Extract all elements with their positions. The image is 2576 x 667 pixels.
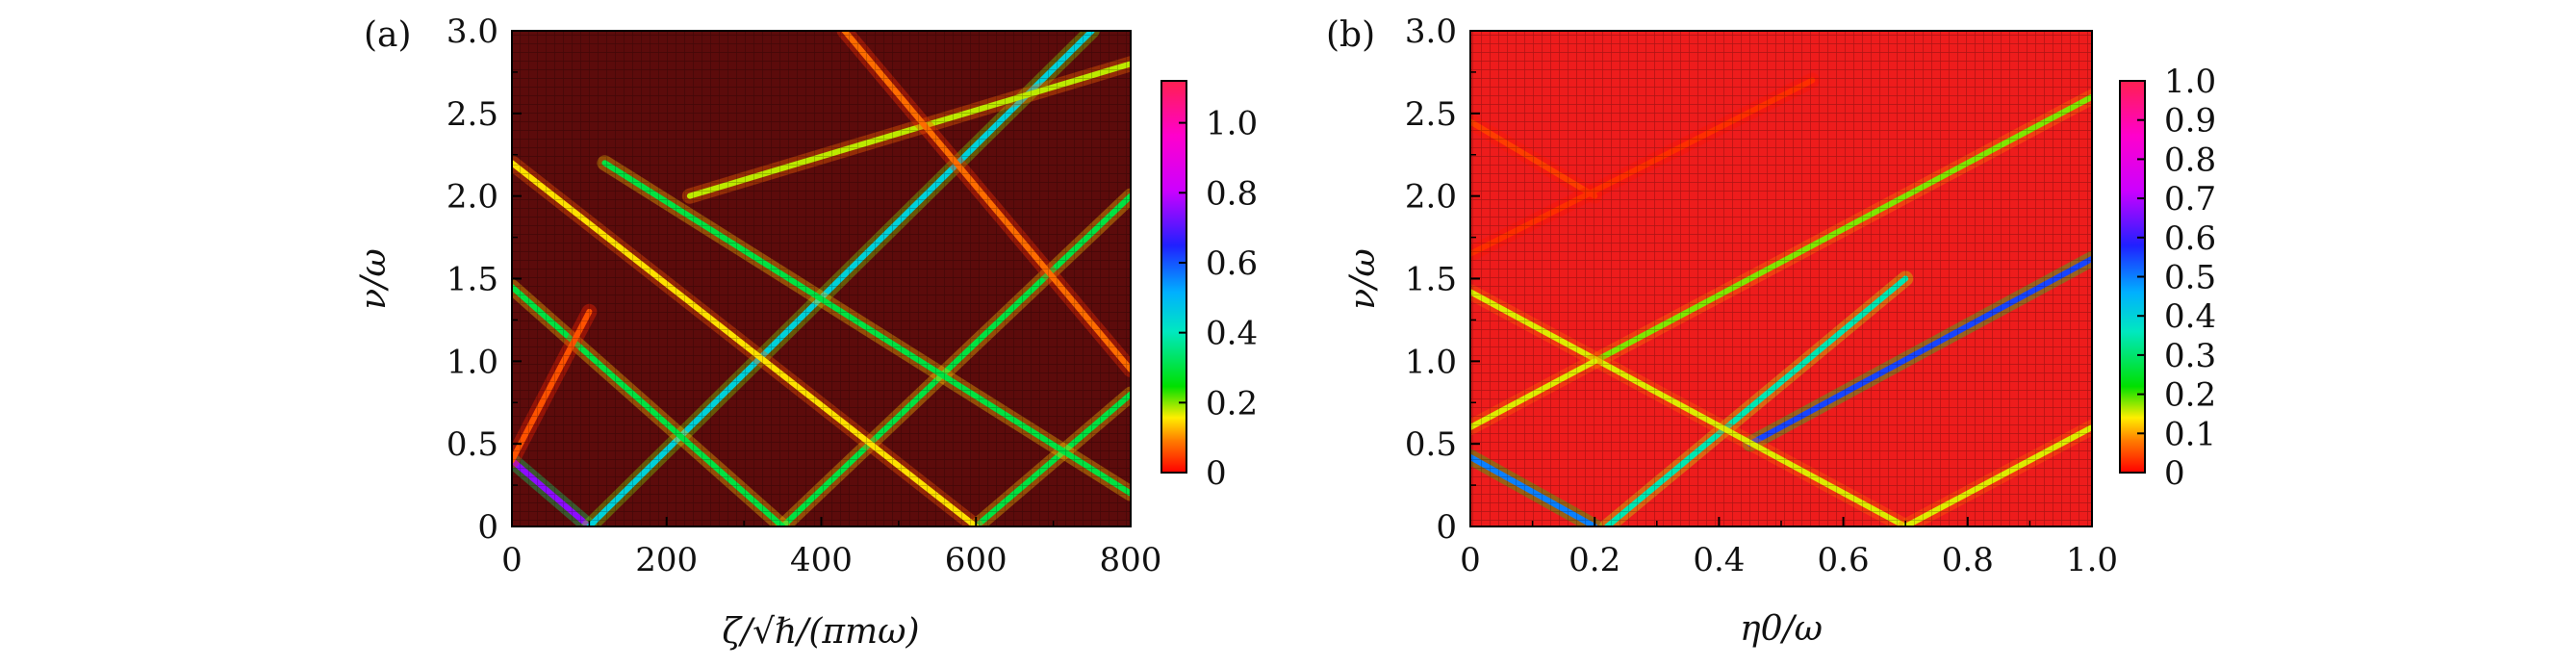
colorbar-tick-label: 0.6 [1206, 244, 1258, 283]
x-tick-label: 0.8 [1942, 541, 1994, 579]
x-tick-label: 600 [945, 541, 1007, 579]
y-tick-label: 1.0 [1405, 343, 1457, 381]
x-tick-label: 0 [501, 541, 523, 579]
colorbar-a [1160, 80, 1187, 474]
x-axis-b: 0 0.2 0.4 0.6 0.8 1.0 [1460, 517, 2118, 579]
heatmap-grid-b [1470, 31, 2092, 526]
x-axis-label-a: ζ/√ℏ/(πmω) [722, 612, 919, 652]
colorbar-tick-label: 1.0 [2164, 63, 2216, 101]
x-axis-a: 0 200 400 600 800 [501, 517, 1161, 579]
colorbar-tick-label: 0.5 [2164, 259, 2216, 297]
colorbar-tick-label: 0.8 [1206, 174, 1258, 213]
y-tick-label: 0.5 [1405, 425, 1457, 464]
x-axis-label-b: η0/ω [1740, 609, 1823, 649]
colorbar-tick-label: 0.3 [2164, 337, 2216, 375]
colorbar-ticks-a: 0 0.2 0.4 0.6 0.8 1.0 [1179, 105, 1258, 493]
colorbar-tick-label: 0.2 [1206, 384, 1258, 423]
x-tick-label: 800 [1100, 541, 1162, 579]
panel-b: (b) 0 0.2 0.4 0.6 0.8 1.0 0 0.5 1.0 1.5 2.0 2.5 3.0… [1326, 13, 2216, 649]
colorbar-tick-label: 0.4 [2164, 297, 2216, 336]
y-tick-label: 2.0 [446, 178, 498, 217]
colorbar-tick-label: 0.2 [2164, 376, 2216, 415]
x-tick-label: 400 [790, 541, 853, 579]
panel-a: (a) 0 200 400 600 800 0 0.5 1.0 1.5 2.0 2.5 3.0 ζ/… [354, 13, 1258, 652]
heatmap-grid-a [512, 31, 1131, 526]
y-axis-b: 0 0.5 1.0 1.5 2.0 2.5 3.0 [1405, 13, 1480, 547]
colorbar-tick-label: 1.0 [1206, 105, 1258, 143]
y-tick-label: 0.5 [446, 425, 498, 464]
y-tick-label: 0 [477, 508, 498, 547]
y-tick-label: 3.0 [446, 13, 498, 51]
y-tick-label: 2.5 [1405, 95, 1457, 134]
y-tick-label: 2.5 [446, 95, 498, 134]
colorbar-tick-label: 0.8 [2164, 141, 2216, 179]
x-tick-label: 0.2 [1569, 541, 1620, 579]
x-tick-label: 0.6 [1818, 541, 1870, 579]
colorbar-tick-label: 0 [1206, 454, 1227, 493]
y-tick-label: 1.5 [1405, 261, 1457, 299]
colorbar-tick-label: 0.6 [2164, 219, 2216, 258]
x-tick-label: 200 [635, 541, 698, 579]
colorbar-tick-label: 0.9 [2164, 102, 2216, 141]
panel-label-b: (b) [1326, 15, 1375, 55]
x-tick-label: 0 [1460, 541, 1481, 579]
y-axis-label-a: ν/ω [354, 248, 394, 309]
y-tick-label: 1.0 [446, 343, 498, 381]
colorbar-tick-label: 0.1 [2164, 415, 2216, 453]
y-axis-a: 0 0.5 1.0 1.5 2.0 2.5 3.0 [446, 13, 522, 547]
colorbar-tick-label: 0.7 [2164, 180, 2216, 218]
y-tick-label: 1.5 [446, 261, 498, 299]
panel-label-a: (a) [364, 15, 412, 55]
x-tick-label: 1.0 [2066, 541, 2118, 579]
y-tick-label: 3.0 [1405, 13, 1457, 51]
y-axis-label-b: ν/ω [1343, 248, 1383, 309]
x-tick-label: 0.4 [1693, 541, 1745, 579]
y-tick-label: 2.0 [1405, 178, 1457, 217]
y-tick-label: 0 [1436, 508, 1457, 547]
colorbar-tick-label: 0.4 [1206, 315, 1258, 353]
colorbar-tick-label: 0 [2164, 454, 2185, 493]
colorbar-ticks-b: 00.10.20.30.40.50.60.70.80.91.0 [2137, 63, 2216, 493]
